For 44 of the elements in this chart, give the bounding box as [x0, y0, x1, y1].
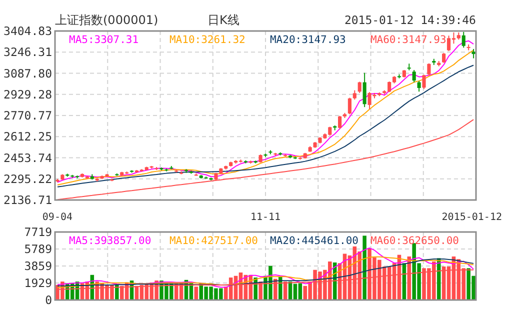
y-tick-label: 7719 — [24, 225, 52, 239]
candlestick — [422, 74, 426, 90]
y-tick-label: 0 — [45, 293, 52, 307]
y-tick-label: 2612.25 — [4, 130, 52, 144]
chart-title: 上证指数(000001) — [55, 13, 158, 27]
x-tick-label: 09-04 — [42, 212, 73, 223]
candlestick — [442, 52, 446, 64]
candlestick — [358, 81, 362, 94]
line-series — [56, 248, 474, 288]
bar — [115, 284, 119, 300]
candlestick — [362, 72, 366, 108]
bar — [362, 236, 366, 300]
y-tick-label: 2770.77 — [4, 108, 52, 122]
text: MA20:445461.00 — [270, 235, 358, 247]
y-tick-label: 1929 — [24, 276, 52, 290]
y-tick-label: 2136.71 — [4, 193, 52, 207]
y-tick-label: 2295.22 — [4, 172, 52, 186]
x-tick-label: 11-11 — [250, 212, 281, 223]
candlestick — [427, 62, 431, 76]
y-tick-label: 3404.83 — [4, 24, 52, 38]
text: MA10:427517.00 — [169, 235, 258, 247]
candlestick — [338, 115, 342, 129]
line-series — [56, 119, 474, 200]
candlestick — [417, 80, 421, 92]
candlestick — [412, 70, 416, 83]
text: MA60:362650.00 — [370, 235, 459, 247]
y-tick-label: 3859 — [24, 259, 52, 274]
candlestick — [352, 90, 356, 100]
chart-subtitle: 日K线 — [207, 13, 240, 27]
text: MA20:3147.93 — [270, 34, 346, 46]
text: MA5:393857.00 — [69, 235, 152, 247]
x-tick-label: 2015-01-12 — [442, 212, 502, 223]
candlestick — [462, 31, 466, 48]
candlestick — [348, 97, 352, 115]
text: 2015-01-12 14:39:46 — [344, 13, 476, 27]
y-tick-label: 2453.74 — [4, 150, 52, 165]
y-tick-label: 3246.31 — [4, 45, 52, 60]
candlestick — [472, 48, 476, 59]
y-tick-label: 2929.28 — [4, 87, 52, 102]
y-tick-label: 5789 — [24, 242, 52, 256]
text: MA5:3307.31 — [69, 34, 139, 46]
text: MA10:3261.32 — [169, 34, 246, 46]
text: MA60:3147.93 — [370, 34, 446, 46]
y-tick-label: 3087.80 — [4, 66, 52, 80]
